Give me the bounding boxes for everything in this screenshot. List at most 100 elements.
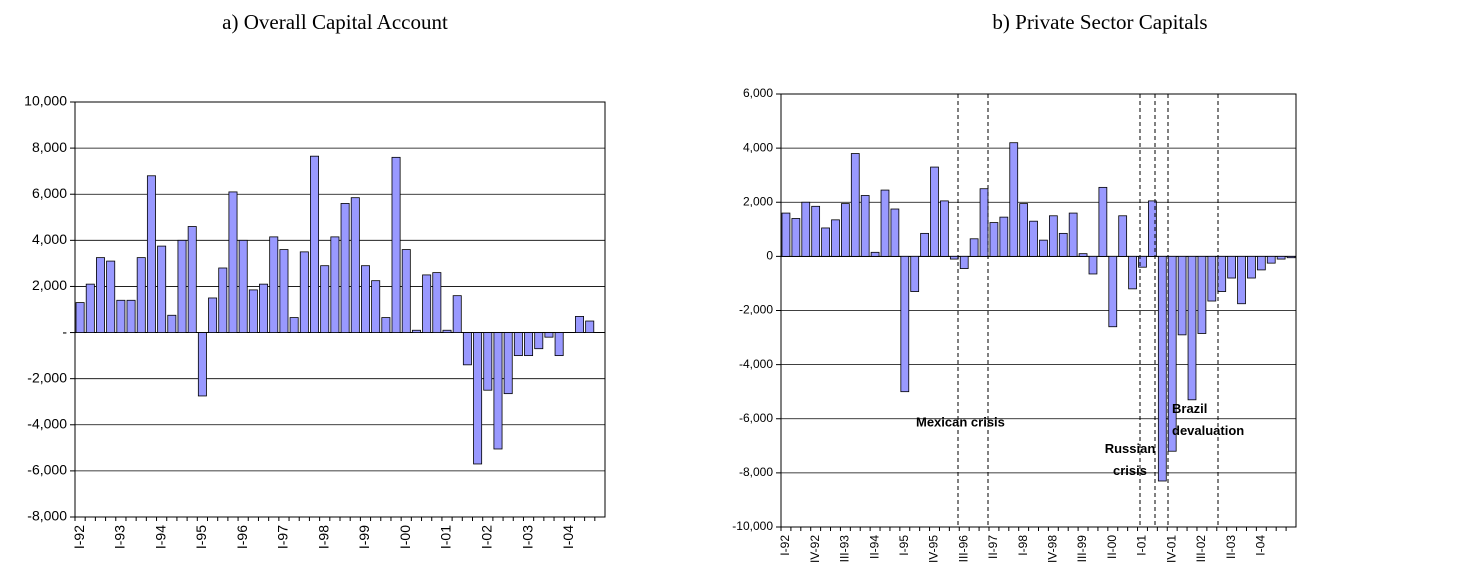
bar [1058,232,1068,257]
bar [96,257,105,333]
x-tick-label: I-96 [234,525,250,549]
y-tick-label: 4,000 [32,231,67,247]
x-tick-label: I-00 [397,525,413,549]
bar [1108,255,1118,328]
bar [850,153,860,257]
bar [187,226,197,333]
annotation-line: Brazil [1172,401,1207,416]
annotation: Mexican crisis [916,414,1005,429]
bar [1187,255,1197,401]
bar [1217,255,1227,292]
bar [989,222,999,257]
x-tick-label: I-97 [275,525,291,549]
bar [126,299,136,333]
annotation-line: Russian [1105,441,1156,456]
bar [524,332,534,357]
x-tick-label: III-99 [1075,535,1089,563]
y-tick-label: 6,000 [32,185,67,201]
bar [949,255,959,260]
annotation-line: devaluation [1172,423,1244,438]
bar [860,195,870,257]
bar [979,188,989,257]
bar [167,314,177,333]
bar [381,317,391,333]
y-tick-label: 0 [766,249,773,263]
x-tick-label: I-94 [152,525,168,549]
bar [969,238,979,257]
chart-title: b) Private Sector Capitals [992,10,1207,34]
bar [900,255,910,393]
x-tick-label: I-92 [778,535,792,556]
bar [259,283,269,333]
bar [1029,220,1038,257]
bar [1276,255,1286,260]
bar [238,239,248,333]
x-tick-label: IV-01 [1164,535,1178,563]
bar [880,189,890,257]
x-tick-label: I-98 [1016,535,1030,556]
bar [841,203,850,257]
bar [401,249,411,333]
bar [75,302,85,333]
bar [136,257,146,333]
bar [248,289,258,333]
bar [791,218,801,257]
bar [1266,255,1276,264]
bar [371,280,381,333]
annotation: Russian crisis [1105,441,1156,478]
annotation-line: crisis [1113,463,1147,478]
bar [1118,215,1128,257]
y-tick-label: - [62,323,67,339]
chart-title: a) Overall Capital Account [222,10,448,34]
bar [289,317,299,333]
y-tick-label: -6,000 [739,411,773,425]
x-tick-label: III-02 [1194,535,1208,563]
bar [1197,255,1207,334]
x-tick-label: I-04 [1254,535,1268,556]
y-tick-label: -4,000 [739,357,773,371]
bar [299,251,309,333]
bar [462,332,472,366]
bar [544,332,554,338]
x-tick-label: I-98 [315,525,331,549]
bar [1098,186,1108,257]
bar [218,267,228,333]
x-tick-label: II-97 [986,535,1000,559]
bar [1247,255,1256,279]
bar [157,245,167,333]
bar [999,216,1009,257]
bar [1167,255,1177,452]
x-tick-label: I-03 [519,525,535,549]
bar [432,272,442,333]
bar [821,227,830,257]
bar [1048,215,1058,257]
x-tick-label: II-00 [1105,535,1119,559]
x-tick-label: I-04 [560,525,576,549]
bar [106,260,116,333]
bar [1207,255,1217,302]
bar [1009,142,1019,257]
bar [1286,255,1296,259]
bar [585,320,595,333]
x-tick-label: I-92 [71,525,87,549]
bar [801,201,811,257]
bar [177,239,187,333]
annotation: Brazil devaluation [1172,401,1244,438]
bar [534,332,544,350]
bar [483,332,493,391]
bar [959,255,969,269]
bar [781,212,791,257]
bar [1177,255,1187,336]
x-tick-label: I-95 [897,535,911,556]
y-tick-label: -6,000 [27,462,67,478]
bar [870,251,880,257]
y-tick-label: 2,000 [32,277,67,293]
x-tick-label: II-03 [1224,535,1238,559]
bar [269,236,279,333]
bar [513,332,523,357]
bar [330,236,340,333]
x-tick-label: IV-92 [808,535,822,563]
y-tick-label: -2,000 [739,303,773,317]
bar [361,265,370,333]
